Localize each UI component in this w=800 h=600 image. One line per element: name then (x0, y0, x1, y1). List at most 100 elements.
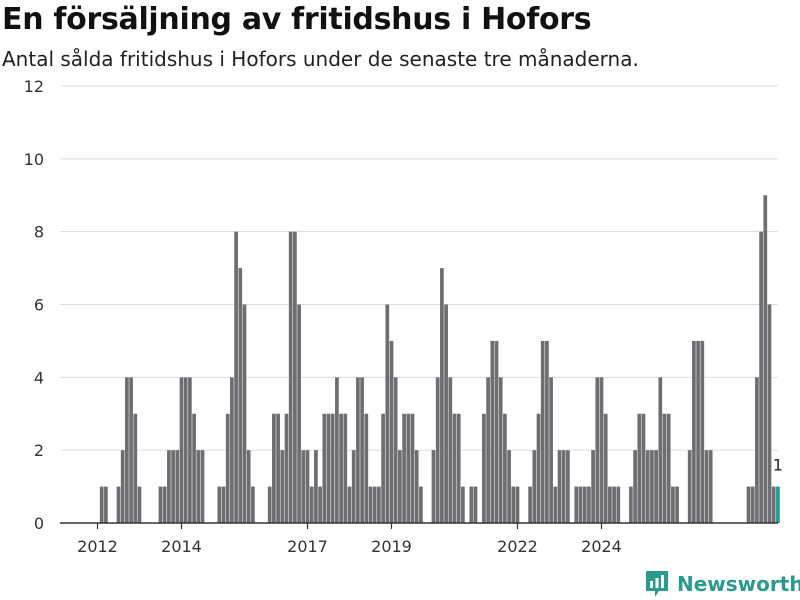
bar (347, 486, 352, 523)
bar (351, 450, 356, 523)
bar (578, 486, 583, 523)
bar (158, 486, 163, 523)
bar (561, 450, 566, 523)
bar (650, 450, 654, 523)
bar (322, 413, 327, 523)
bar (293, 231, 297, 523)
bar (595, 377, 600, 523)
chart-subtitle: Antal sålda fritidshus i Hofors under de… (2, 47, 639, 71)
bar (104, 486, 108, 523)
bar (654, 450, 658, 523)
bar (171, 450, 175, 523)
x-tick-label: 2024 (581, 537, 622, 556)
x-tick-label: 2012 (77, 537, 118, 556)
bar (645, 450, 650, 523)
bar (385, 304, 390, 523)
bar (515, 486, 520, 523)
y-tick-label: 4 (34, 368, 44, 387)
bar (276, 413, 280, 523)
bar (452, 413, 457, 523)
bar (356, 377, 360, 523)
bar (431, 450, 436, 523)
bar (393, 377, 398, 523)
bar (360, 377, 364, 523)
bar (183, 377, 188, 523)
bar (125, 377, 129, 523)
bar (288, 231, 293, 523)
bar (339, 413, 343, 523)
bar (486, 377, 490, 523)
bar (532, 450, 537, 523)
bar (767, 304, 772, 523)
bar (696, 340, 700, 523)
bar (297, 304, 301, 523)
y-tick-label: 8 (34, 223, 44, 242)
bar (372, 486, 377, 523)
bar (763, 195, 768, 523)
bar (759, 231, 763, 523)
x-tick-label: 2022 (497, 537, 538, 556)
bar (133, 413, 138, 523)
bar (574, 486, 579, 523)
bar (553, 486, 558, 523)
bar (406, 413, 411, 523)
bar (448, 377, 453, 523)
bar (498, 377, 503, 523)
bar (188, 377, 192, 523)
bar (175, 450, 180, 523)
bar (461, 486, 465, 523)
bar (629, 486, 633, 523)
bar (398, 450, 402, 523)
bar (246, 450, 251, 523)
bar (675, 486, 679, 523)
y-tick-label: 2 (34, 441, 44, 460)
bar (666, 413, 671, 523)
bar-chart-logo-icon (646, 571, 668, 597)
y-tick-label: 0 (34, 514, 44, 533)
bar (377, 486, 381, 523)
bar (305, 450, 310, 523)
x-tick-label: 2014 (161, 537, 202, 556)
bar (435, 377, 440, 523)
bar (167, 450, 171, 523)
bar (389, 340, 394, 523)
bar (162, 486, 167, 523)
bar (511, 486, 516, 523)
bar (444, 304, 448, 523)
bar (750, 486, 755, 523)
bar (671, 486, 675, 523)
bar (771, 486, 776, 523)
bar (419, 486, 423, 523)
y-tick-label: 10 (24, 150, 44, 169)
bar (616, 486, 621, 523)
bar (482, 413, 486, 523)
bar (230, 377, 234, 523)
bar (612, 486, 616, 523)
bar (301, 450, 306, 523)
bar (658, 377, 663, 523)
bar (242, 304, 247, 523)
bar (368, 486, 373, 523)
data-label: 1 (773, 456, 783, 475)
bar (599, 377, 604, 523)
bar (343, 413, 348, 523)
bar (364, 413, 369, 523)
bar (473, 486, 478, 523)
bar (192, 413, 196, 523)
bar (641, 413, 646, 523)
bar (280, 450, 285, 523)
bar (217, 486, 222, 523)
brand-name: Newsworthy (677, 572, 800, 596)
bar (507, 450, 511, 523)
bar (137, 486, 142, 523)
bar (662, 413, 667, 523)
bar (566, 450, 570, 523)
bar (318, 486, 322, 523)
x-tick-label: 2019 (371, 537, 412, 556)
bar (494, 340, 499, 523)
bar (587, 486, 591, 523)
bar (335, 377, 339, 523)
y-tick-label: 12 (24, 77, 44, 96)
bar (540, 340, 545, 523)
